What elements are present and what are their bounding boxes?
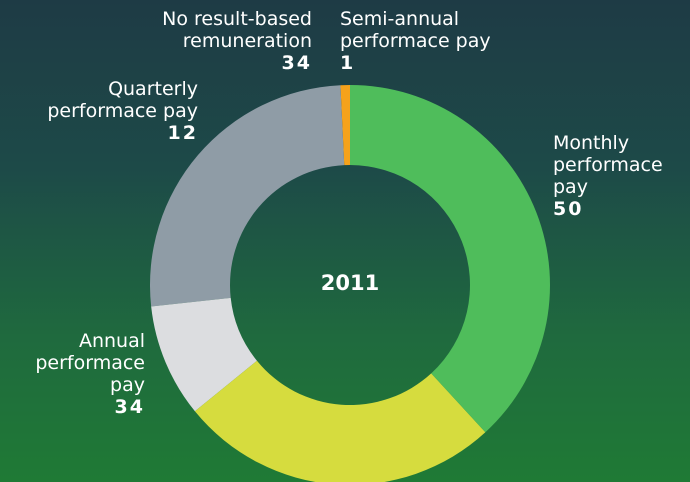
- category-name: No result-based remuneration: [162, 8, 312, 52]
- donut-segment: [340, 85, 350, 166]
- category-name: Annual performace pay: [35, 330, 145, 396]
- value-label: 1: [340, 52, 356, 74]
- category-name: Quarterly performace pay: [47, 78, 198, 122]
- value-label: 12: [167, 122, 198, 144]
- donut-segment: [150, 85, 345, 307]
- donut-segment: [151, 297, 257, 412]
- category-name: Semi-annual performace pay: [340, 8, 491, 52]
- segment-label: Semi-annual performace pay 1: [340, 8, 540, 74]
- value-label: 34: [281, 52, 312, 74]
- category-name: Monthly performace pay: [553, 132, 663, 198]
- segment-label: No result-based remuneration 34: [72, 8, 312, 74]
- value-label: 50: [553, 198, 584, 220]
- segment-label: Quarterly performace pay 12: [0, 78, 198, 144]
- segment-label: Annual performace pay 34: [0, 330, 145, 418]
- value-label: 34: [114, 396, 145, 418]
- segment-label: Monthly performace pay 50: [553, 132, 690, 220]
- center-label: 2011: [321, 271, 379, 295]
- donut-segment: [194, 360, 486, 482]
- donut-segment: [350, 85, 550, 433]
